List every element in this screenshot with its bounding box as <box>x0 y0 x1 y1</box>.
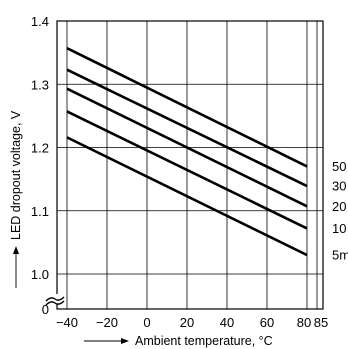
x-tick-label: −40 <box>56 315 78 330</box>
series-label: 30 <box>332 179 346 194</box>
y-tick-label: 1.0 <box>31 267 49 282</box>
series-label: 20 <box>332 199 346 214</box>
x-tick-label: 40 <box>220 315 234 330</box>
plot-frame <box>56 20 324 310</box>
y-tick-labels: 1.0 1.1 1.2 1.3 1.4 <box>31 14 49 282</box>
y-axis-title: LED dropout voltage, V <box>9 110 23 240</box>
y-tick-label: 1.2 <box>31 141 49 156</box>
y-axis-title-arrowhead <box>13 246 19 254</box>
y-tick-label: 1.3 <box>31 77 49 92</box>
x-axis-title-arrowhead <box>121 338 129 344</box>
series-line <box>66 47 308 168</box>
x-tick-label: −20 <box>96 315 118 330</box>
series-labels: 50 30 20 10 5m <box>332 159 348 263</box>
x-tick-label: 60 <box>260 315 274 330</box>
x-tick-labels: −40 −20 0 20 40 60 80 85 <box>56 315 328 330</box>
series-lines <box>66 47 308 257</box>
x-tick-label: 80 <box>297 315 311 330</box>
series-label: 50 <box>332 159 346 174</box>
x-tick-label: 85 <box>314 315 328 330</box>
series-line <box>66 68 308 188</box>
y-axis-break <box>44 294 65 306</box>
y-tick-label: 1.4 <box>31 14 49 29</box>
series-label: 10 <box>332 221 346 236</box>
x-axis-title: Ambient temperature, °C <box>135 334 273 348</box>
series-label: 5m <box>332 248 348 263</box>
y-zero-label: 0 <box>42 302 49 317</box>
series-line <box>66 110 308 230</box>
x-tick-label: 0 <box>143 315 150 330</box>
y-tick-label: 1.1 <box>31 204 49 219</box>
series-line <box>66 87 308 208</box>
x-tick-label: 20 <box>180 315 194 330</box>
series-line <box>66 136 308 257</box>
